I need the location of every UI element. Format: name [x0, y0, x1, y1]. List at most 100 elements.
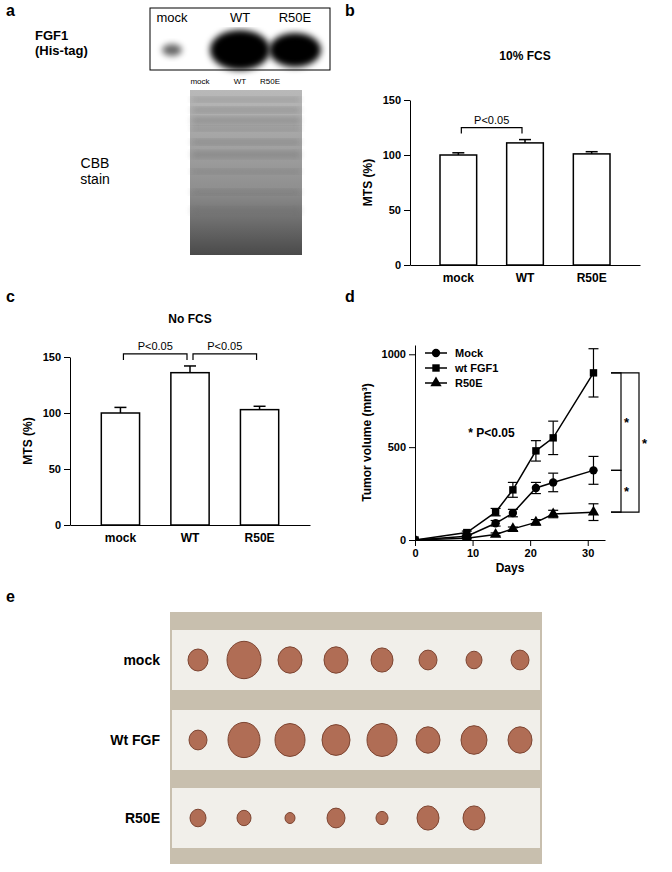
- tick-label: 500: [388, 441, 406, 453]
- error-stem: [120, 407, 122, 413]
- marker: [532, 447, 539, 454]
- axis-line: [70, 358, 71, 526]
- tumor: [376, 811, 388, 824]
- error-bar: [184, 366, 196, 373]
- marker: [415, 533, 421, 540]
- axis-line: [411, 265, 641, 266]
- bar-chart: 050100150mockWTR50EP<0.05P<0.05No FCSMTS…: [21, 312, 311, 545]
- tick: 30: [582, 540, 594, 559]
- tick-label: 50: [49, 463, 61, 475]
- annotation: *: [642, 436, 648, 451]
- tumor: [188, 649, 208, 671]
- marker: [461, 532, 472, 540]
- tick: 1000: [382, 348, 415, 360]
- tick-label: 0: [400, 534, 406, 546]
- tick-mark: [64, 413, 70, 414]
- series-line: [415, 470, 593, 540]
- legend-marker: [432, 349, 440, 357]
- tick: 100: [383, 149, 410, 161]
- error-cap: [531, 482, 541, 483]
- error-cap: [531, 460, 541, 461]
- tick-label: 0: [395, 259, 401, 271]
- gel-band: [192, 108, 300, 112]
- annotation: P<0.05: [138, 340, 173, 352]
- tick: 0: [395, 259, 410, 271]
- error-cap: [548, 473, 558, 474]
- error-cap: [531, 493, 541, 494]
- axis-line: [71, 525, 311, 526]
- tick-mark: [588, 540, 589, 546]
- gel-band: [192, 118, 300, 123]
- bar: [507, 143, 544, 265]
- error-bar: [452, 153, 464, 155]
- tick-label: WT: [181, 531, 200, 545]
- panel-label: d: [345, 288, 355, 305]
- error-cap: [588, 520, 598, 521]
- tick: 150: [383, 94, 410, 106]
- error-cap: [508, 482, 518, 483]
- y-axis: 050100150: [383, 94, 411, 271]
- marker: [549, 478, 557, 486]
- tick: mock: [443, 265, 475, 285]
- error-cap: [588, 503, 598, 504]
- error-cap: [519, 139, 531, 141]
- tick-label: R50E: [245, 531, 275, 545]
- tick-label: 150: [383, 94, 401, 106]
- tick-mark: [404, 210, 410, 211]
- tumor: [461, 726, 487, 755]
- photo-paper-strip: [172, 630, 540, 690]
- error-bar: [531, 482, 541, 493]
- series-line: [415, 512, 593, 540]
- y-axis-title: MTS (%): [361, 159, 375, 206]
- bar: [240, 410, 278, 525]
- error-cap: [588, 396, 598, 397]
- tumor: [227, 641, 261, 678]
- blot-band: [210, 30, 270, 70]
- tick-label: 10: [467, 547, 479, 559]
- tumor: [275, 724, 305, 757]
- legend-marker: [430, 376, 441, 386]
- tumor: [327, 808, 345, 828]
- blot-bands: [162, 30, 321, 70]
- x-axis-title: Days: [496, 561, 525, 575]
- axis-line: [416, 540, 606, 541]
- marker: [507, 522, 518, 532]
- error-bar: [548, 421, 558, 454]
- error-bar: [531, 441, 541, 461]
- tick: R50E: [577, 265, 607, 285]
- x-axis: mockWTR50E: [411, 265, 641, 285]
- photo-row-label: mock: [123, 652, 160, 668]
- gel-band: [192, 152, 300, 157]
- tumor: [463, 806, 485, 830]
- x-axis: 0102030: [412, 540, 605, 559]
- tick-label: 0: [55, 519, 61, 531]
- tick-mark: [409, 354, 415, 355]
- error-cap: [184, 365, 196, 367]
- tick: mock: [105, 525, 137, 545]
- tumor: [190, 809, 206, 827]
- tumor: [285, 813, 295, 824]
- blot-band: [162, 44, 182, 56]
- marker: [509, 509, 517, 517]
- marker: [532, 484, 540, 492]
- chart-title: 10% FCS: [499, 49, 550, 63]
- blot-row-label: (His-tag): [35, 43, 88, 58]
- marks: [101, 366, 278, 525]
- stain-lane-label: WT: [234, 77, 247, 86]
- photo-row-label: R50E: [125, 810, 160, 826]
- tick-label: 1000: [382, 348, 406, 360]
- stain-lane-label: R50E: [260, 77, 280, 86]
- stain-row-label: CBB: [81, 155, 110, 171]
- lane-label: mock: [156, 10, 188, 25]
- blot-frame: [150, 8, 330, 70]
- annotation: * P<0.05: [468, 426, 515, 440]
- tick-mark: [473, 540, 474, 546]
- tick-label: 100: [43, 407, 61, 419]
- tumor: [416, 727, 440, 753]
- error-cap: [548, 517, 558, 518]
- tumor: [237, 810, 251, 825]
- tumor: [367, 724, 397, 757]
- tick: 150: [43, 351, 70, 363]
- gel-band: [192, 98, 300, 101]
- tick-mark: [404, 100, 410, 101]
